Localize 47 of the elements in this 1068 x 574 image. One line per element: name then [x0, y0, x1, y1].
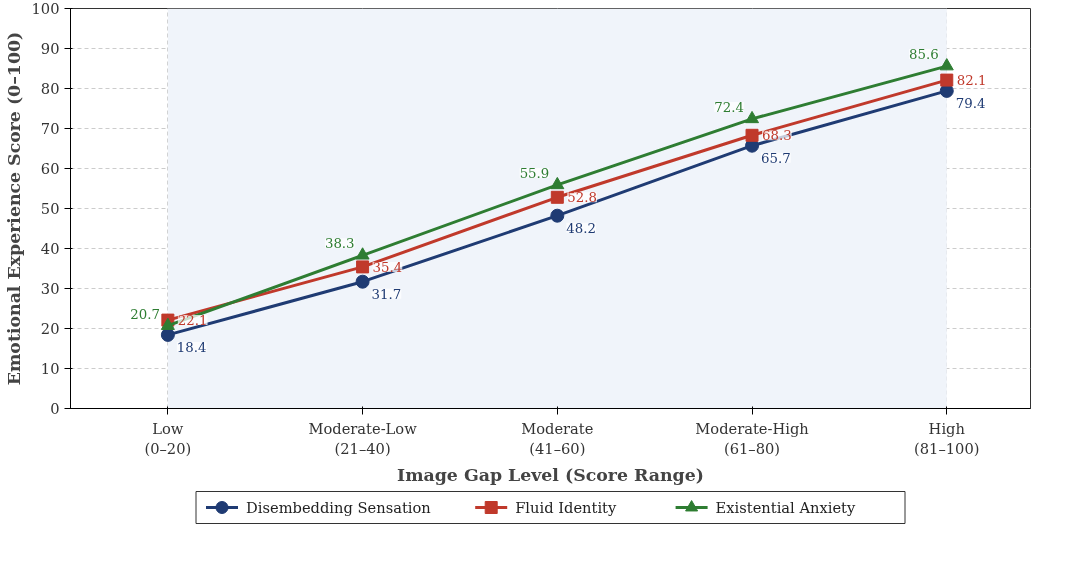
- point: [160, 317, 175, 330]
- data-label: 31.7: [371, 286, 402, 302]
- y-tick-label: 30: [40, 280, 60, 297]
- y-tick-label: 40: [40, 240, 60, 257]
- y-tick-label: 80: [40, 80, 60, 97]
- data-label: 55.9: [519, 165, 550, 181]
- x-tick-label: Moderate-High (61–80): [695, 419, 810, 457]
- x-tick-label: High (81–100): [914, 419, 980, 457]
- x-tick-label: Moderate (41–60): [521, 419, 594, 457]
- y-tick-label: 0: [50, 400, 60, 417]
- x-axis-title: Image Gap Level (Score Range): [397, 464, 704, 485]
- point: [745, 128, 759, 142]
- y-tick-label: 70: [40, 120, 60, 137]
- data-label: 38.3: [324, 236, 355, 252]
- point: [745, 110, 760, 124]
- point: [550, 190, 564, 204]
- y-tick-label: 100: [31, 0, 60, 17]
- data-label: 20.7: [130, 306, 160, 322]
- data-label: 18.4: [176, 339, 207, 355]
- point: [355, 247, 370, 260]
- point: [550, 176, 565, 190]
- point: [550, 208, 565, 223]
- legend-label: Disembedding Sensation: [246, 499, 432, 516]
- point: [355, 274, 370, 289]
- data-label: 85.6: [909, 47, 939, 63]
- legend-label: Fluid Identity: [515, 499, 617, 516]
- y-tick-label: 20: [40, 320, 60, 337]
- data-label: 79.4: [955, 95, 986, 111]
- y-axis-title: Emotional Experience Score (0–100): [3, 31, 24, 386]
- point: [940, 73, 954, 87]
- y-tick-label: 90: [40, 40, 60, 57]
- data-label: 68.3: [762, 128, 792, 144]
- x-tick-label: Low (0–20): [144, 419, 192, 457]
- data-label: 48.2: [566, 220, 596, 236]
- point: [939, 58, 954, 71]
- y-tick-label: 10: [40, 360, 60, 377]
- data-label: 72.4: [714, 99, 745, 115]
- y-tick-label: 50: [40, 200, 60, 217]
- data-label: 22.1: [177, 313, 208, 329]
- x-tick-label: Moderate-Low (21–40): [308, 419, 418, 457]
- point: [356, 260, 370, 274]
- data-label: 52.8: [567, 190, 597, 206]
- data-label: 35.4: [372, 259, 403, 275]
- y-tick-label: 60: [40, 160, 60, 177]
- legend-label: Existential Anxiety: [715, 499, 856, 516]
- data-label: 65.7: [761, 150, 791, 166]
- data-label: 82.1: [956, 73, 987, 89]
